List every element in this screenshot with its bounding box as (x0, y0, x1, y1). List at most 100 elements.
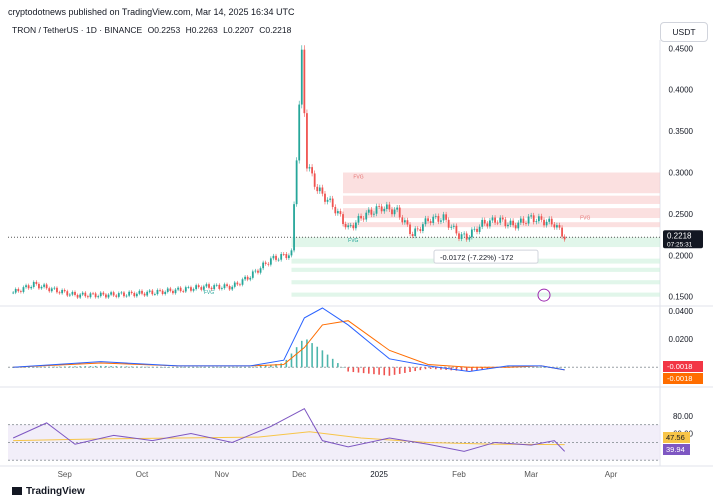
macd-histogram-bar (367, 367, 370, 374)
price-candle (159, 289, 161, 291)
price-candle (378, 206, 380, 208)
price-candle (401, 217, 404, 223)
price-candle (463, 233, 466, 235)
price-candle (406, 220, 409, 225)
macd-histogram-bar (414, 367, 416, 372)
macd-histogram-bar (125, 366, 128, 368)
price-axis-tick: 0.4500 (669, 44, 694, 53)
price-candle (117, 293, 120, 297)
price-candle (169, 288, 172, 291)
macd-histogram-bar (393, 367, 396, 375)
price-candle (43, 284, 45, 287)
macd-histogram-bar (270, 364, 272, 368)
price-candle (56, 287, 58, 293)
price-candle (61, 289, 64, 294)
price-candle (45, 284, 48, 289)
rsi-line (12, 407, 566, 452)
time-axis-tick: Feb (452, 470, 466, 479)
price-candle (478, 226, 481, 232)
price-candle (275, 255, 277, 260)
lightning-icon (537, 288, 551, 302)
macd-histogram-bar (89, 366, 92, 368)
price-candle (393, 209, 396, 215)
macd-histogram-bar (476, 367, 478, 371)
price-candle (550, 218, 553, 225)
price-candle (409, 224, 411, 235)
price-candle (355, 222, 357, 229)
price-candle (460, 234, 463, 239)
signal-value-badge (663, 373, 703, 384)
price-candle (182, 291, 185, 292)
high-value: H0.2263 (185, 25, 218, 35)
rsi-ma-label: 47.56 (666, 433, 685, 442)
price-candle (362, 218, 365, 220)
price-candle (501, 217, 504, 220)
tradingview-logo[interactable]: TradingView (12, 486, 85, 497)
price-candle (262, 262, 265, 269)
price-candle (32, 281, 35, 288)
symbol-name[interactable]: TRON / TetherUS · 1D · BINANCE (12, 25, 143, 35)
macd-histogram-bar (244, 367, 246, 368)
price-candle (58, 292, 61, 294)
macd-histogram-bar (306, 339, 308, 368)
price-candle (458, 233, 460, 239)
macd-histogram-bar (383, 367, 386, 376)
macd-histogram-bar (228, 367, 231, 368)
price-candle (79, 294, 82, 298)
macd-histogram-bar (22, 367, 25, 368)
price-candle (416, 228, 419, 230)
price-candle (251, 271, 254, 278)
price-candle (308, 167, 311, 169)
price-candle (277, 259, 280, 261)
signal-value-label: -0.0018 (667, 374, 692, 383)
price-candle (285, 254, 288, 259)
price-candle (318, 187, 321, 192)
price-candle (74, 291, 76, 295)
fvg-zone (343, 208, 660, 219)
macd-histogram-bar (110, 366, 112, 368)
price-candle (105, 294, 107, 298)
currency-button[interactable]: USDT (660, 22, 708, 42)
macd-histogram-bar (233, 367, 236, 368)
price-candle (202, 286, 205, 290)
macd-histogram-bar (424, 367, 427, 370)
macd-histogram-bar (187, 367, 190, 368)
price-candle (532, 215, 535, 223)
price-candle (452, 225, 455, 227)
rsi-axis-tick: 80.00 (673, 412, 694, 421)
price-candle (272, 255, 275, 259)
price-candle (233, 282, 236, 287)
price-candle (414, 228, 417, 237)
price-candle (342, 214, 344, 225)
price-candle (563, 236, 566, 240)
price-candle (445, 214, 448, 220)
macd-axis-tick: 0.0400 (669, 307, 694, 316)
macd-histogram-bar (388, 367, 391, 376)
fvg-zone (343, 195, 660, 204)
price-candle (553, 224, 556, 228)
macd-histogram-bar (182, 367, 185, 368)
rsi-ma-line (13, 431, 565, 446)
price-candle (530, 215, 533, 217)
close-value: C0.2218 (259, 25, 292, 35)
macd-histogram-bar (115, 366, 118, 368)
macd-histogram-bar (481, 367, 483, 370)
price-candle (465, 233, 468, 240)
countdown-label: 07:25:31 (667, 241, 693, 248)
price-candle (373, 213, 375, 215)
price-candle (517, 222, 520, 229)
price-candle (66, 291, 69, 296)
price-candle (535, 221, 538, 223)
price-candle (427, 218, 429, 222)
price-candle (148, 290, 151, 292)
price-candle (468, 237, 471, 240)
price-candle (115, 295, 118, 297)
price-candle (267, 263, 270, 265)
price-candle (22, 287, 25, 292)
price-candle (156, 289, 159, 295)
fvg-label: FVG (580, 216, 590, 222)
macd-histogram-bar (337, 363, 339, 368)
macd-histogram-bar (563, 367, 566, 368)
macd-histogram-bar (254, 366, 257, 368)
